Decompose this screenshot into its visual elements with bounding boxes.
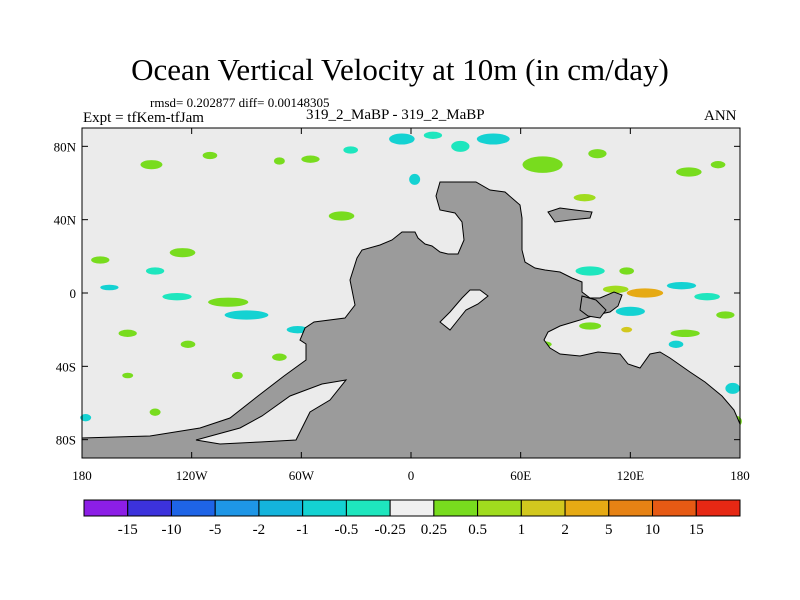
contour-cell-0 [140, 160, 163, 170]
rmsd-diff-stats: rmsd= 0.202877 diff= 0.00148305 [150, 95, 330, 110]
contour-cell-26 [118, 329, 137, 338]
contour-cell-7 [451, 140, 470, 152]
contour-cell-18 [169, 248, 196, 258]
colorbar-label-3: -2 [253, 522, 266, 538]
colorbar-label-12: 10 [645, 522, 660, 538]
colorbar-box-6 [345, 499, 391, 517]
contour-cell-22 [208, 297, 249, 307]
southern-ocean-channel [195, 379, 348, 445]
colorbar-label-5: -0.5 [335, 522, 359, 538]
colorbar-box-10 [520, 499, 566, 517]
colorbar-label-7: 0.25 [421, 522, 447, 538]
contour-cell-12 [710, 161, 726, 169]
colorbar-box-5 [302, 499, 347, 517]
contour-cell-57 [231, 371, 243, 380]
colorbar-box-4 [258, 499, 304, 517]
y-tick-label-3: 40S [56, 359, 76, 374]
colorbar-box-13 [652, 499, 697, 517]
colorbar: -15 -10 -5 -2 -1 -0.5 -0.25 0.25 0.5 1 2 5 10 15 [83, 499, 741, 538]
contour-cell-45 [579, 322, 602, 330]
contour-cell-1 [202, 151, 218, 160]
colorbar-label-2: -5 [209, 522, 222, 538]
contour-cell-41 [666, 282, 697, 290]
x-tick-label-2: 60W [289, 468, 315, 483]
x-tick-label-5: 120E [617, 468, 645, 483]
y-tick-label-4: 80S [56, 433, 76, 448]
land-mask [81, 181, 741, 459]
contour-cell-55 [80, 414, 92, 422]
colorbar-box-8 [433, 499, 479, 517]
season-label: ANN [704, 108, 737, 124]
colorbar-box-1 [127, 499, 172, 517]
ocean-inlet [439, 289, 489, 331]
colorbar-label-10: 2 [561, 522, 569, 538]
colorbar-box-11 [564, 499, 610, 517]
axis-ticks: 180 120W 60W 0 60E 120E 180 80N 40N 0 40S 80S [54, 128, 750, 483]
contour-cell-6 [423, 131, 443, 139]
colorbar-box-9 [477, 499, 522, 517]
x-tick-label-3: 0 [408, 468, 415, 483]
y-tick-label-0: 80N [54, 139, 77, 154]
contour-cell-10 [588, 149, 607, 159]
colorbar-box-3 [214, 499, 260, 517]
contour-cell-14 [409, 173, 421, 185]
contour-cell-19 [145, 267, 165, 275]
contour-cell-28 [272, 353, 287, 361]
contour-cell-11 [676, 167, 702, 177]
contour-cell-16 [328, 211, 355, 221]
chart-title: Ocean Vertical Velocity at 10m (in cm/da… [131, 52, 669, 87]
contour-cell-53 [725, 382, 740, 394]
case-label: 319_2_MaBP - 319_2_MaBP [306, 107, 485, 123]
contour-cell-60 [122, 372, 134, 379]
colorbar-box-7 [389, 499, 435, 517]
contour-cell-44 [615, 306, 645, 316]
x-tick-label-1: 120W [176, 468, 209, 483]
contour-cell-56 [149, 408, 161, 416]
land-maritime-islands [579, 295, 607, 319]
contour-cell-38 [619, 267, 634, 275]
land-asia-north [547, 207, 593, 223]
contour-cell-17 [91, 256, 110, 264]
colorbar-box-12 [608, 499, 654, 517]
colorbar-label-9: 1 [518, 522, 526, 538]
colorbar-label-1: -10 [161, 522, 181, 538]
contour-cell-5 [389, 133, 415, 145]
contour-cell-39 [602, 285, 629, 294]
contour-cell-8 [476, 133, 510, 145]
colorbar-box-2 [170, 499, 216, 517]
y-tick-label-2: 0 [70, 286, 77, 301]
contour-cell-9 [522, 156, 563, 173]
y-tick-label-1: 40N [54, 213, 77, 228]
contour-cell-47 [670, 329, 700, 338]
colorbar-label-13: 15 [689, 522, 704, 538]
x-tick-label-6: 180 [730, 468, 750, 483]
experiment-label: Expt = tfKem-tfJam [83, 110, 204, 126]
contour-cell-21 [162, 293, 192, 301]
contour-cell-49 [668, 340, 684, 349]
contour-cell-13 [573, 194, 596, 202]
contour-cell-40 [626, 288, 664, 298]
colorbar-box-14 [695, 499, 741, 517]
contour-cell-27 [180, 340, 196, 349]
contour-cell-3 [301, 155, 320, 163]
contour-cell-4 [343, 146, 358, 154]
contour-cell-37 [575, 266, 605, 276]
x-tick-label-4: 60E [510, 468, 531, 483]
x-tick-label-0: 180 [72, 468, 92, 483]
contour-cell-48 [716, 311, 735, 319]
colorbar-label-8: 0.5 [468, 522, 487, 538]
colorbar-box-0 [83, 499, 129, 517]
colorbar-label-0: -15 [118, 522, 138, 538]
colorbar-label-4: -1 [296, 522, 309, 538]
colorbar-label-6: -0.25 [375, 522, 406, 538]
contour-cell-23 [224, 310, 269, 320]
contour-cell-2 [273, 157, 285, 165]
contour-cell-46 [621, 326, 633, 333]
colorbar-label-11: 5 [605, 522, 613, 538]
contour-cell-20 [100, 284, 119, 291]
contour-cell-42 [694, 293, 720, 301]
